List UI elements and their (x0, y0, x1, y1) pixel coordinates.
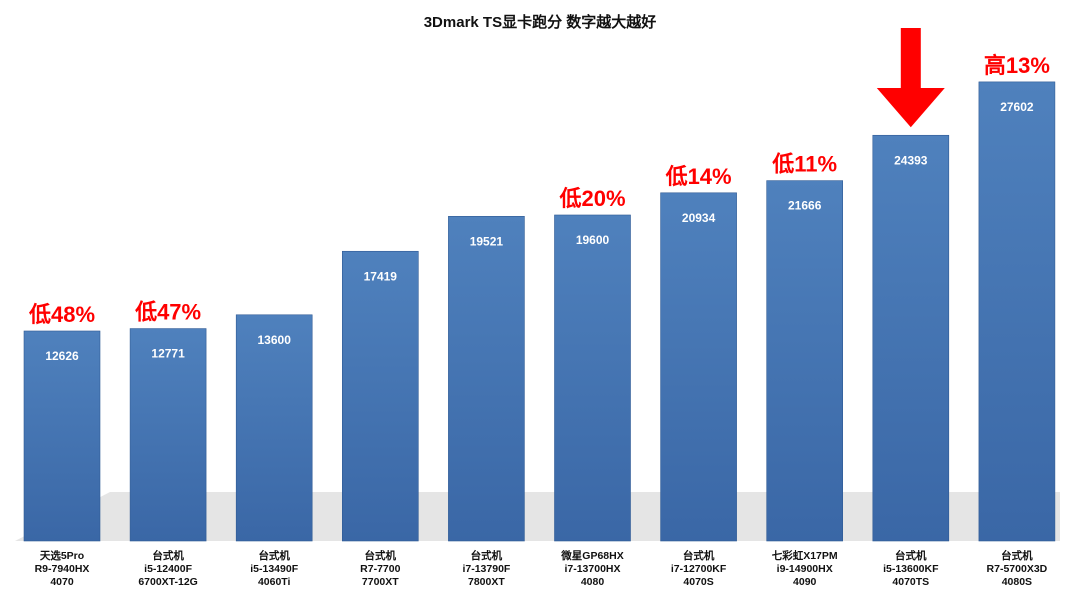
bar (660, 192, 737, 542)
tick-label: R7-7700 (360, 563, 400, 575)
bars-layer (23, 81, 1056, 542)
data-label: 24393 (894, 153, 928, 167)
tick-label: 台式机 (1001, 549, 1033, 562)
tick-label: 4060Ti (258, 576, 291, 588)
annotation: 低47% (134, 300, 201, 325)
tick-label: 6700XT-12G (138, 576, 198, 588)
tick-label: i5-12400F (144, 563, 192, 575)
data-label: 20934 (682, 211, 716, 225)
tick-label: 4070TS (892, 576, 929, 588)
chart-title: 3Dmark TS显卡跑分 数字越大越好 (424, 13, 657, 31)
annotation: 低11% (771, 152, 837, 177)
tick-label: 台式机 (895, 549, 927, 562)
tick-label: 微星GP68HX (560, 549, 623, 562)
labels-layer: 12626天选5ProR9-7940HX4070低48%12771台式机i5-1… (28, 28, 1050, 588)
tick-label: i7-12700KF (671, 563, 727, 575)
bar (448, 216, 525, 542)
down-arrow-icon (876, 28, 945, 128)
bar (872, 134, 950, 542)
tick-label: 4090 (793, 576, 817, 588)
tick-label: 天选5Pro (40, 549, 84, 562)
tick-label: 台式机 (683, 549, 715, 562)
data-label: 21666 (788, 199, 822, 213)
tick-label: i7-13790F (462, 563, 510, 575)
annotation: 低14% (665, 164, 732, 189)
bar (766, 180, 844, 542)
tick-label: 台式机 (258, 549, 290, 562)
data-label: 19521 (470, 234, 504, 248)
data-label: 12626 (45, 349, 79, 363)
tick-label: 4070S (683, 576, 713, 588)
bar (23, 330, 101, 542)
data-label: 27602 (1000, 100, 1034, 114)
tick-label: R7-5700X3D (987, 563, 1048, 575)
annotation: 低48% (28, 302, 95, 327)
data-label: 13600 (258, 333, 292, 347)
tick-label: i7-13700HX (564, 563, 620, 575)
tick-label: 7700XT (362, 576, 399, 588)
tick-label: 4080S (1002, 576, 1032, 588)
tick-label: i9-14900HX (777, 563, 833, 575)
tick-label: R9-7940HX (35, 563, 90, 575)
annotation: 低20% (558, 186, 625, 211)
data-label: 17419 (364, 269, 398, 283)
tick-label: 台式机 (365, 549, 397, 562)
data-label: 12771 (151, 347, 185, 361)
tick-label: 7800XT (468, 576, 505, 588)
bar (341, 250, 419, 542)
bar (978, 81, 1056, 542)
bar (235, 314, 313, 542)
annotation: 高13% (984, 53, 1050, 78)
bar (129, 328, 207, 542)
tick-label: 台式机 (152, 549, 184, 562)
tick-label: 台式机 (471, 549, 503, 562)
tick-label: 4070 (50, 576, 74, 588)
tick-label: 4080 (581, 576, 605, 588)
tick-label: i5-13600KF (883, 563, 939, 575)
tick-label: i5-13490F (250, 563, 298, 575)
data-label: 19600 (576, 233, 610, 247)
bar (554, 214, 631, 542)
tick-label: 七彩虹X17PM (772, 549, 838, 562)
